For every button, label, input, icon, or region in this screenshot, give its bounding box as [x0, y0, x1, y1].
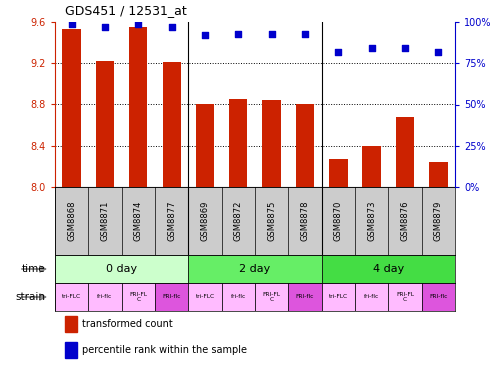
- Text: transformed count: transformed count: [82, 319, 173, 329]
- Bar: [55, 283, 88, 311]
- Text: fri-flc: fri-flc: [364, 295, 379, 299]
- Bar: [155, 283, 188, 311]
- Text: FRI-FL
C: FRI-FL C: [396, 292, 414, 302]
- Point: [301, 31, 309, 37]
- Bar: [55, 255, 188, 283]
- Text: tri-FLC: tri-FLC: [62, 295, 81, 299]
- Bar: [262, 100, 281, 187]
- Bar: [163, 62, 181, 187]
- Text: 4 day: 4 day: [373, 264, 404, 274]
- Text: GSM8873: GSM8873: [367, 201, 376, 241]
- Bar: [429, 162, 448, 187]
- Point: [68, 21, 75, 27]
- Text: GSM8876: GSM8876: [400, 201, 410, 241]
- Bar: [122, 283, 155, 311]
- Text: GSM8878: GSM8878: [301, 201, 310, 241]
- Text: GSM8869: GSM8869: [201, 201, 210, 241]
- Text: percentile rank within the sample: percentile rank within the sample: [82, 345, 247, 355]
- Bar: [129, 27, 147, 187]
- Bar: [63, 29, 81, 187]
- Point: [268, 31, 276, 37]
- Bar: [65, 316, 77, 332]
- Point: [234, 31, 242, 37]
- Text: GDS451 / 12531_at: GDS451 / 12531_at: [65, 4, 187, 18]
- Bar: [329, 159, 348, 187]
- Bar: [96, 61, 114, 187]
- Text: 0 day: 0 day: [106, 264, 137, 274]
- Point: [201, 32, 209, 38]
- Text: GSM8868: GSM8868: [67, 201, 76, 241]
- Bar: [65, 342, 77, 358]
- Point: [168, 24, 176, 30]
- Bar: [255, 283, 288, 311]
- Text: 2 day: 2 day: [240, 264, 271, 274]
- Bar: [422, 283, 455, 311]
- Point: [101, 24, 109, 30]
- Text: time: time: [22, 264, 45, 274]
- Text: GSM8874: GSM8874: [134, 201, 143, 241]
- Bar: [321, 283, 355, 311]
- Text: FRI-flc: FRI-flc: [163, 295, 181, 299]
- Point: [434, 49, 442, 55]
- Text: FRI-flc: FRI-flc: [296, 295, 314, 299]
- Text: fri-flc: fri-flc: [231, 295, 246, 299]
- Text: fri-flc: fri-flc: [98, 295, 112, 299]
- Bar: [222, 283, 255, 311]
- Point: [135, 21, 142, 27]
- Bar: [196, 105, 214, 187]
- Point: [401, 45, 409, 51]
- Bar: [396, 117, 414, 187]
- Text: FRI-FL
C: FRI-FL C: [129, 292, 147, 302]
- Bar: [355, 283, 388, 311]
- Text: GSM8872: GSM8872: [234, 201, 243, 241]
- Text: tri-FLC: tri-FLC: [329, 295, 348, 299]
- Bar: [388, 283, 422, 311]
- Text: FRI-flc: FRI-flc: [429, 295, 448, 299]
- Text: GSM8870: GSM8870: [334, 201, 343, 241]
- Point: [334, 49, 342, 55]
- Text: FRI-FL
C: FRI-FL C: [263, 292, 281, 302]
- Bar: [362, 146, 381, 187]
- Text: GSM8879: GSM8879: [434, 201, 443, 241]
- Text: tri-FLC: tri-FLC: [195, 295, 214, 299]
- Text: GSM8875: GSM8875: [267, 201, 276, 241]
- Bar: [88, 283, 122, 311]
- Bar: [188, 255, 321, 283]
- Text: strain: strain: [15, 292, 45, 302]
- Bar: [188, 283, 222, 311]
- Text: GSM8871: GSM8871: [101, 201, 109, 241]
- Bar: [321, 255, 455, 283]
- Text: GSM8877: GSM8877: [167, 201, 176, 241]
- Bar: [229, 99, 247, 187]
- Bar: [288, 283, 321, 311]
- Point: [368, 45, 376, 51]
- Bar: [296, 105, 314, 187]
